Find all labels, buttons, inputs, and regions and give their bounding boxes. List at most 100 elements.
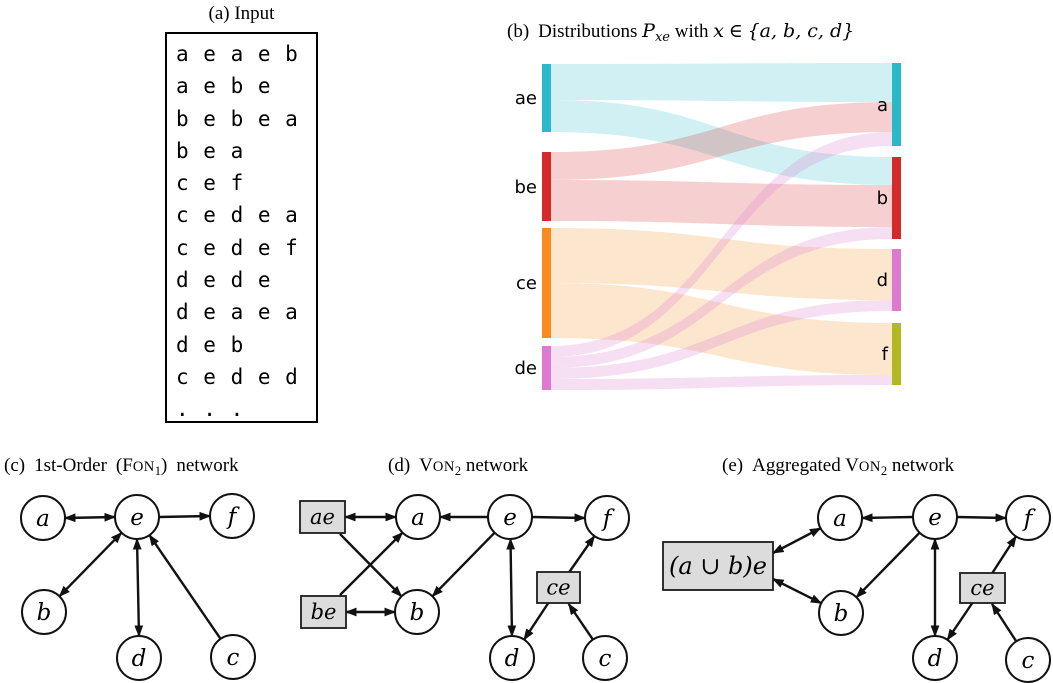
node-label-e: e	[503, 505, 517, 531]
input-line: a e a e b	[176, 42, 299, 66]
edge-c-ce	[990, 603, 1018, 643]
edge-e-a	[860, 513, 914, 523]
math-set: {a, b, c, d}	[747, 20, 855, 42]
node-f	[209, 493, 255, 539]
edge-a-e	[63, 512, 117, 523]
edge-ce-d	[523, 602, 550, 641]
paren-open: (	[115, 455, 123, 476]
edge-ce-d	[946, 602, 974, 641]
math-sub-xe: xe	[654, 30, 670, 45]
input-line: c e f	[176, 171, 245, 196]
sankey-label-a: a	[877, 95, 888, 116]
panel-d-text: network	[465, 455, 529, 476]
node-label-a: a	[411, 505, 425, 531]
edge-e-d	[132, 537, 144, 638]
edge-aub-a	[772, 527, 822, 555]
sankey-diagram: ae be ce de a b d f	[515, 63, 901, 390]
node-label-d: d	[505, 646, 520, 672]
edge-aub-b	[772, 577, 823, 605]
node-a	[20, 495, 66, 541]
panel-b-text: Distributions	[538, 21, 638, 42]
sankey-label-ce: ce	[516, 273, 537, 294]
aggregated-von2-network: (a ∪ b)e ce a e f b d c	[662, 494, 1051, 683]
node-label-c: c	[599, 646, 612, 672]
input-sequence-box: a e a e b a e b e b e b e a b e a c e f …	[165, 32, 318, 423]
edge-e-b	[855, 531, 921, 599]
node-label-b: b	[37, 600, 52, 626]
smallcaps-ON: ON	[132, 459, 155, 475]
node-f	[584, 495, 630, 541]
node-b	[818, 590, 864, 636]
node-label-e: e	[928, 505, 942, 531]
von2-network: ae be ce a e f b d c	[299, 494, 630, 681]
smallcaps-F: F	[122, 455, 133, 476]
node-label-aub-e: (a ∪ b)e	[669, 552, 767, 580]
node-box-ae	[299, 500, 346, 534]
edge-c-ce	[567, 603, 594, 641]
node-bar-be	[542, 152, 551, 221]
flow-ae-b	[551, 100, 892, 185]
node-b	[394, 589, 440, 635]
input-line: d e b	[176, 332, 245, 357]
input-line: b e b e a	[176, 106, 299, 131]
node-c	[1005, 637, 1051, 683]
input-line: a e b e	[176, 74, 272, 99]
node-label-f: f	[226, 504, 240, 530]
input-line: b e a	[176, 138, 245, 163]
input-line: d e a e a	[176, 300, 299, 325]
node-label-f: f	[1022, 506, 1036, 532]
node-bar-ce	[542, 228, 551, 338]
node-bar-de	[542, 346, 551, 390]
smallcaps-V: V	[419, 455, 433, 476]
flow-de-b	[551, 227, 892, 368]
node-e	[487, 494, 533, 540]
node-c	[210, 634, 256, 680]
panel-c-text2: network	[176, 455, 239, 476]
panel-b-tag: (b)	[507, 21, 530, 42]
node-label-ae: ae	[310, 505, 335, 529]
node-box-ce	[536, 571, 581, 604]
panel-c-title: (c) 1st-Order (FON1) network	[4, 455, 239, 479]
node-box-be	[300, 595, 347, 629]
flow-ae-a	[551, 63, 892, 102]
smallcaps-ON: ON	[858, 459, 881, 475]
node-a	[395, 494, 441, 540]
sankey-label-be: be	[515, 177, 538, 198]
edge-e-d	[506, 537, 517, 638]
panel-e-title: (e) Aggregated VON2 network	[722, 455, 954, 479]
node-d	[912, 635, 958, 681]
node-bar-ae	[542, 64, 551, 132]
node-label-b: b	[834, 601, 849, 627]
input-line: c e d e a	[176, 203, 299, 228]
edge-e-f	[956, 513, 1008, 523]
node-bar-a	[892, 63, 901, 146]
order-subscript: 1	[154, 464, 162, 478]
node-label-e: e	[130, 505, 144, 531]
sankey-label-b: b	[877, 188, 888, 209]
element-of-symbol: ∈	[728, 20, 743, 42]
panel-b-text2: with	[674, 21, 709, 42]
order-subscript: 2	[880, 464, 888, 478]
panel-c-tag: (c)	[4, 455, 26, 476]
node-label-d: d	[928, 646, 943, 672]
flow-ce-d	[551, 228, 892, 300]
node-label-ce: ce	[970, 576, 994, 600]
panel-e-text: Aggregated	[752, 455, 841, 476]
panel-a-title: (a) Input	[208, 3, 275, 24]
edge-e-f	[158, 511, 212, 521]
node-d	[116, 635, 162, 681]
node-label-b: b	[410, 600, 425, 626]
flow-ce-f	[551, 283, 892, 375]
math-x: x	[713, 20, 724, 42]
edge-e-b	[58, 531, 123, 598]
edge-e-b	[431, 531, 496, 598]
edge-be-a	[339, 531, 404, 596]
paren-close: )	[161, 455, 168, 476]
panel-b-title: (b) Distributions Pxe with x ∈ {a, b, c, …	[507, 20, 854, 45]
node-label-a: a	[833, 506, 847, 532]
node-label-a: a	[36, 506, 50, 532]
node-bar-f	[892, 323, 901, 385]
node-label-c: c	[1022, 648, 1035, 674]
edge-c-e	[148, 534, 222, 640]
